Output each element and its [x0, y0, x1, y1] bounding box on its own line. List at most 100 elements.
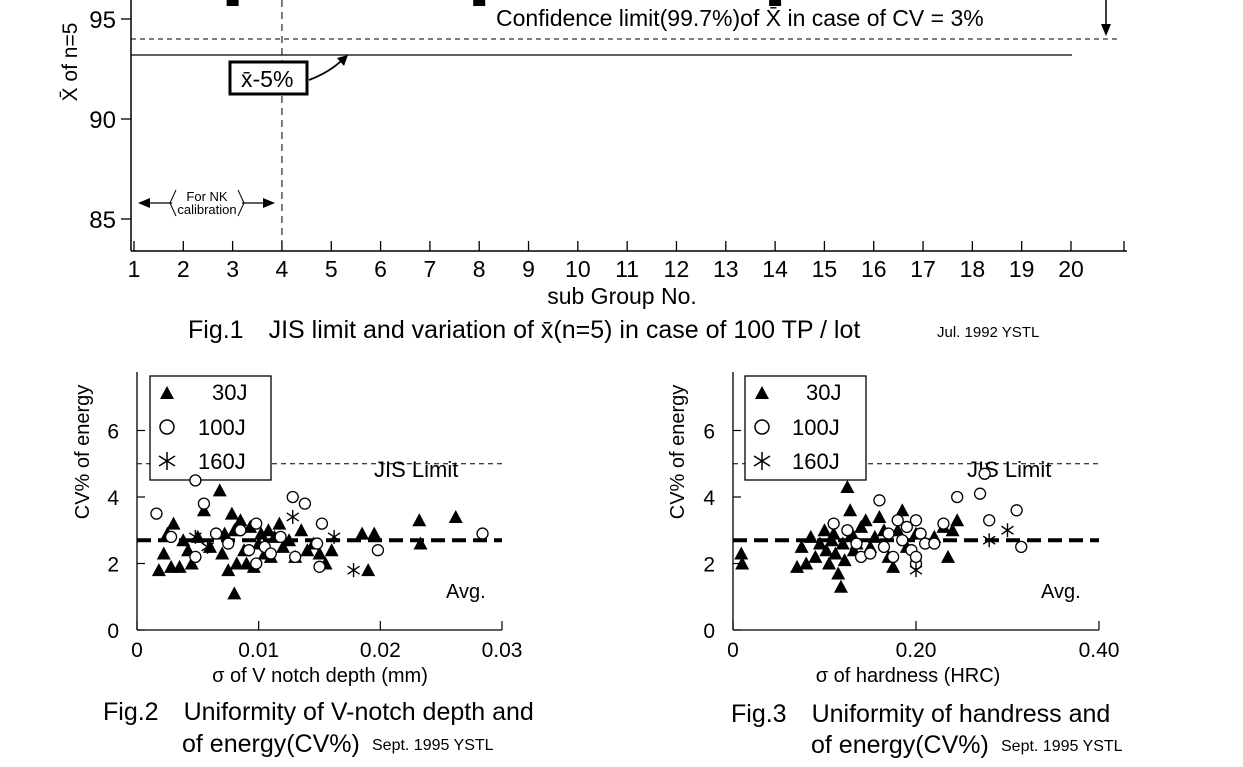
fig3-point-100j: [886, 550, 900, 563]
fig3-ytick-label: 0: [703, 620, 715, 643]
fig3-point-100j: [951, 490, 964, 504]
fig3-point-160j: [1001, 523, 1014, 538]
fig1-data-point: [226, 0, 239, 6]
fig2-point-30j: [272, 516, 287, 530]
fig3-point-30j: [854, 519, 869, 533]
fig2-ytick-label: 4: [107, 487, 119, 510]
fig3-point-100j: [827, 517, 840, 530]
fig2-point-30j: [448, 509, 463, 523]
fig3-average-label: Avg.: [1041, 581, 1081, 603]
fig1-xtick-label: 8: [473, 256, 486, 282]
fig3-point-30j: [886, 559, 901, 573]
fig3-legend-30j: 30J: [806, 380, 841, 405]
fig2-ytick-label: 6: [107, 421, 119, 444]
fig2-point-100j: [222, 537, 235, 550]
fig2-xtick-label: 0.03: [482, 639, 523, 662]
fig3-point-100j: [1010, 504, 1023, 517]
fig1-xtick-label: 3: [226, 256, 239, 282]
fig2-point-30j: [413, 536, 428, 550]
fig1-xtick-label: 13: [713, 256, 739, 282]
fig2-xtick-label: 0.01: [238, 639, 279, 662]
fig3-legend-160j: 160J: [792, 449, 840, 474]
fig3-point-160j: [909, 563, 923, 578]
fig1-xtick-label: 10: [565, 256, 591, 282]
fig1-x-minus-5-arrow: [308, 59, 343, 81]
fig3-point-30j: [817, 523, 832, 537]
fig2-legend-30j: 30J: [212, 380, 247, 405]
fig2-point-100j: [371, 544, 385, 557]
fig2-point-100j: [298, 497, 312, 510]
fig1-xtick-label: 12: [664, 256, 690, 282]
fig2-point-100j: [274, 530, 287, 544]
fig1-data-point: [473, 0, 486, 6]
fig3-point-30j: [826, 526, 841, 540]
fig2-point-30j: [254, 526, 269, 540]
fig1-x-minus-5-arrowhead: [337, 55, 348, 66]
fig3-point-30j: [790, 559, 805, 573]
fig3-point-100j: [937, 517, 950, 530]
fig1-xtick-label: 16: [861, 256, 887, 282]
fig3-legend-100j: 100J: [792, 415, 840, 440]
fig1-date-note: Jul. 1992 YSTL: [937, 324, 1039, 341]
fig3-point-160j: [982, 533, 996, 548]
fig3-point-100j: [1015, 540, 1028, 554]
fig3-y-axis-label: CV% of energy: [667, 385, 689, 520]
fig3-point-30j: [950, 513, 965, 527]
fig2-chart: 0 0.01 0.02 0.03 0 2 4 6 JIS Limit Avg. 30J 100…: [72, 372, 534, 758]
fig2-date-note: Sept. 1995 YSTL: [372, 737, 494, 754]
fig1-xtick-label: 4: [276, 256, 289, 282]
fig3-point-100j: [928, 537, 941, 550]
fig2-point-30j: [156, 546, 171, 560]
fig1-range-bracket-left: [169, 189, 177, 217]
fig2-point-30j: [233, 513, 248, 527]
fig2-legend-circle-icon: [159, 419, 175, 435]
fig3-point-30j: [941, 549, 956, 563]
fig2-point-100j: [289, 550, 302, 563]
fig1-xtick-label: 20: [1058, 256, 1084, 282]
fig2-point-100j: [476, 527, 489, 540]
fig3-point-30j: [819, 543, 834, 557]
fig2-legend-triangle-icon: [160, 386, 174, 399]
fig1-range-text-1: For NK: [186, 189, 228, 204]
fig1-x-axis-label: sub Group No.: [547, 283, 697, 309]
fig1-ytick-label: 85: [89, 207, 116, 234]
fig2-point-30j: [312, 546, 327, 560]
fig3-point-100j: [909, 550, 923, 563]
fig2-point-100j: [150, 507, 163, 520]
fig3-point-100j: [973, 487, 987, 500]
fig2-point-30j: [239, 556, 254, 570]
fig1-ytick-label: 90: [89, 107, 116, 134]
fig2-ytick-label: 0: [107, 620, 119, 643]
fig3-point-30j: [895, 503, 910, 517]
fig2-point-30j: [412, 513, 427, 527]
fig1-confidence-limit-label: Confidence limit(99.7%)of X̄ in case of …: [496, 5, 984, 31]
fig2-point-100j: [286, 490, 299, 504]
fig3-legend: 30J 100J 160J: [744, 375, 867, 481]
fig3-point-30j: [824, 533, 839, 547]
fig3-point-30j: [822, 556, 837, 570]
fig2-point-100j: [313, 560, 326, 573]
fig2-legend-100j: 100J: [198, 415, 246, 440]
fig1-xtick-label: 2: [177, 256, 190, 282]
fig2-caption-line1: Fig.2 Uniformity of V-notch depth and: [103, 698, 534, 726]
fig1-xtick-label: 9: [522, 256, 535, 282]
fig3-point-30j: [858, 513, 873, 527]
fig2-point-30j: [166, 516, 181, 530]
fig3-point-30j: [799, 556, 814, 570]
fig1-caption: Fig.1 JIS limit and variation of x̄(n=5)…: [188, 316, 860, 344]
fig3-caption-line1: Fig.3 Uniformity of handress and: [731, 700, 1110, 728]
fig1-xtick-label: 17: [910, 256, 936, 282]
fig3-caption-line2: of energy(CV%): [811, 731, 989, 759]
fig2-ytick-label: 2: [107, 554, 119, 577]
fig1-data-point: [769, 0, 782, 6]
fig1-ytick-label: 95: [89, 7, 116, 34]
fig3-point-100j: [909, 514, 923, 527]
fig3-point-30j: [831, 566, 846, 580]
fig2-legend: 30J 100J 160J: [149, 375, 272, 481]
fig3-ytick-label: 6: [703, 421, 715, 444]
fig2-x-axis-label: σ of V notch depth (mm): [212, 665, 428, 687]
fig1-range-arrow-left: [138, 198, 150, 208]
fig3-point-30j: [835, 536, 850, 550]
fig1-range-arrow-right: [263, 198, 275, 208]
